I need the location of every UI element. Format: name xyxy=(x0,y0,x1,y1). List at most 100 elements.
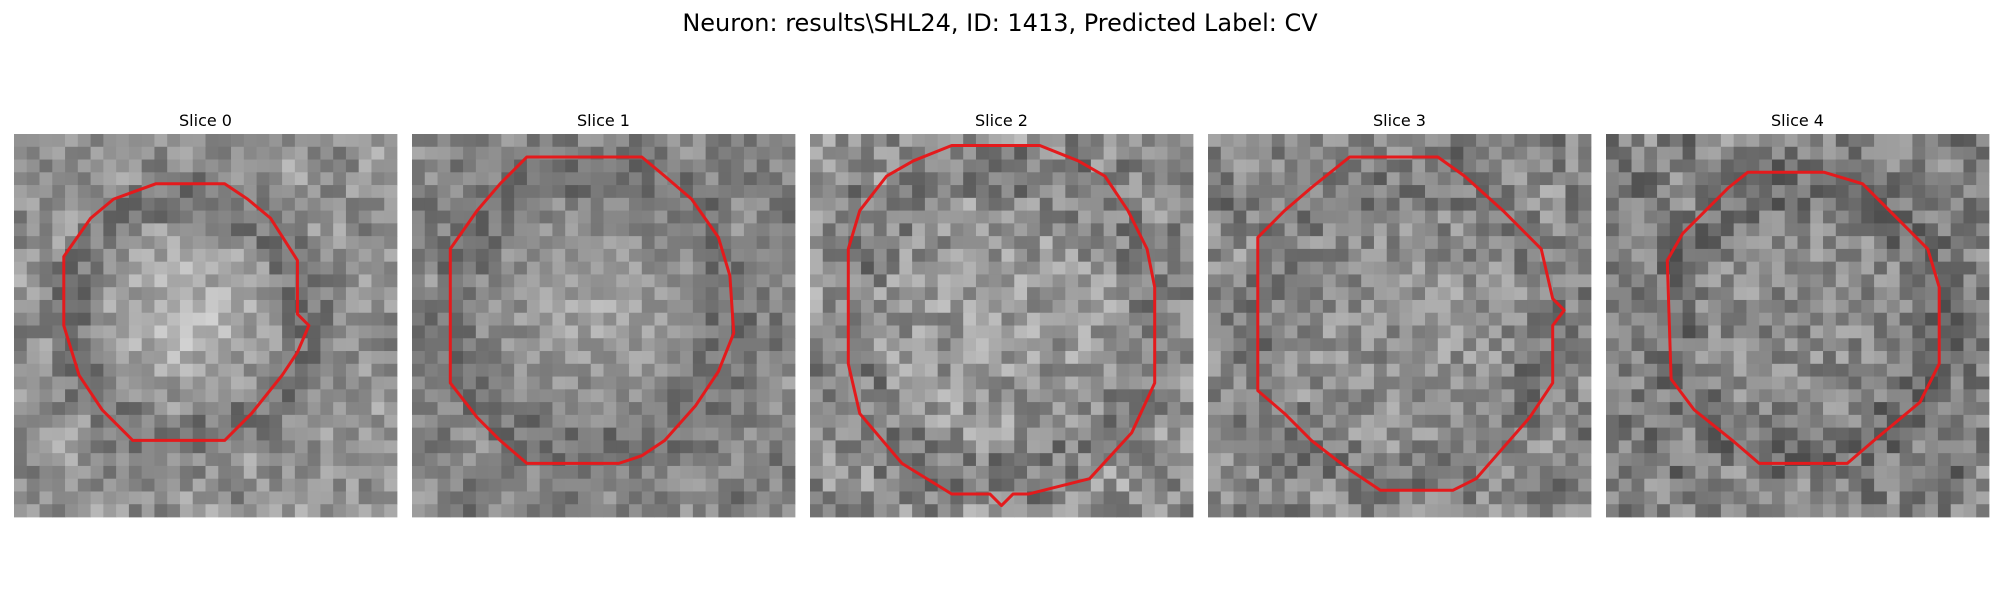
pixel xyxy=(577,210,592,224)
pixel xyxy=(1220,440,1234,454)
pixel xyxy=(320,389,334,403)
pixel xyxy=(1001,248,1015,263)
pixel xyxy=(886,402,900,416)
pixel xyxy=(886,414,900,429)
pixel xyxy=(577,274,592,288)
pixel xyxy=(667,210,681,224)
pixel xyxy=(1835,248,1849,263)
pixel xyxy=(924,223,939,237)
pixel xyxy=(886,261,900,275)
pixel xyxy=(1437,491,1451,505)
pixel xyxy=(1335,185,1349,199)
pixel xyxy=(1488,185,1503,199)
pixel xyxy=(1335,146,1349,160)
pixel xyxy=(1297,159,1311,173)
pixel xyxy=(320,504,334,518)
pixel xyxy=(1552,376,1566,390)
pixel xyxy=(1618,453,1632,467)
pixel xyxy=(899,261,913,275)
pixel xyxy=(1527,146,1541,160)
pixel xyxy=(950,236,964,250)
pixel xyxy=(1501,248,1515,263)
pixel xyxy=(1167,236,1181,250)
pixel xyxy=(988,261,1002,275)
pixel xyxy=(1746,440,1760,454)
pixel xyxy=(975,402,990,416)
pixel xyxy=(667,146,681,160)
pixel xyxy=(371,172,385,186)
pixel xyxy=(1797,478,1811,492)
pixel xyxy=(77,134,91,148)
pixel xyxy=(488,402,502,416)
pixel xyxy=(1937,351,1952,365)
pixel xyxy=(269,261,283,275)
pixel xyxy=(1644,223,1658,237)
pixel xyxy=(1246,351,1260,365)
pixel xyxy=(1682,159,1696,173)
pixel xyxy=(167,453,181,467)
pixel xyxy=(692,491,707,505)
pixel xyxy=(463,465,477,480)
pixel xyxy=(937,248,951,263)
pixel xyxy=(90,376,104,390)
pixel xyxy=(526,338,541,352)
pixel xyxy=(1565,261,1579,275)
pixel xyxy=(603,402,617,416)
pixel xyxy=(1078,414,1092,429)
pixel xyxy=(1412,504,1426,518)
pixel xyxy=(1886,478,1901,492)
pixel xyxy=(1720,338,1735,352)
pixel xyxy=(39,287,53,301)
pixel xyxy=(822,134,836,148)
pixel xyxy=(1065,223,1079,237)
pixel xyxy=(1950,465,1964,480)
pixel xyxy=(810,236,824,250)
pixel xyxy=(1950,185,1964,199)
pixel xyxy=(1103,376,1117,390)
pixel xyxy=(1399,274,1413,288)
pixel xyxy=(218,338,232,352)
pixel xyxy=(641,338,655,352)
pixel xyxy=(1618,338,1632,352)
pixel xyxy=(577,427,592,441)
pixel xyxy=(1180,389,1194,403)
pixel xyxy=(424,287,438,301)
pixel xyxy=(1797,197,1811,211)
pixel xyxy=(231,427,245,441)
pixel xyxy=(641,134,655,148)
pixel xyxy=(1335,261,1349,275)
segmentation-outline xyxy=(450,157,733,463)
pixel xyxy=(1154,453,1168,467)
pixel xyxy=(1950,427,1964,441)
pixel xyxy=(243,299,257,314)
pixel xyxy=(1386,236,1400,250)
pixel xyxy=(1606,440,1620,454)
pixel xyxy=(437,223,451,237)
pixel xyxy=(154,146,168,160)
pixel xyxy=(437,159,451,173)
pixel xyxy=(179,274,194,288)
pixel xyxy=(963,134,977,148)
pixel xyxy=(1297,351,1311,365)
pixel xyxy=(488,414,502,429)
pixel xyxy=(52,504,66,518)
pixel xyxy=(358,363,372,377)
pixel xyxy=(26,210,40,224)
pixel xyxy=(1937,299,1952,314)
pixel xyxy=(1065,261,1079,275)
pixel xyxy=(769,478,783,492)
pixel xyxy=(1348,453,1362,467)
pixel xyxy=(333,146,347,160)
pixel xyxy=(26,287,40,301)
pixel xyxy=(861,504,875,518)
pixel xyxy=(1386,134,1400,148)
pixel xyxy=(1116,414,1130,429)
pixel xyxy=(128,248,143,263)
pixel xyxy=(1220,325,1234,339)
pixel xyxy=(1937,376,1952,390)
pixel xyxy=(90,504,104,518)
pixel xyxy=(501,363,515,377)
pixel xyxy=(1310,274,1324,288)
pixel xyxy=(1463,159,1477,173)
pixel xyxy=(950,440,964,454)
